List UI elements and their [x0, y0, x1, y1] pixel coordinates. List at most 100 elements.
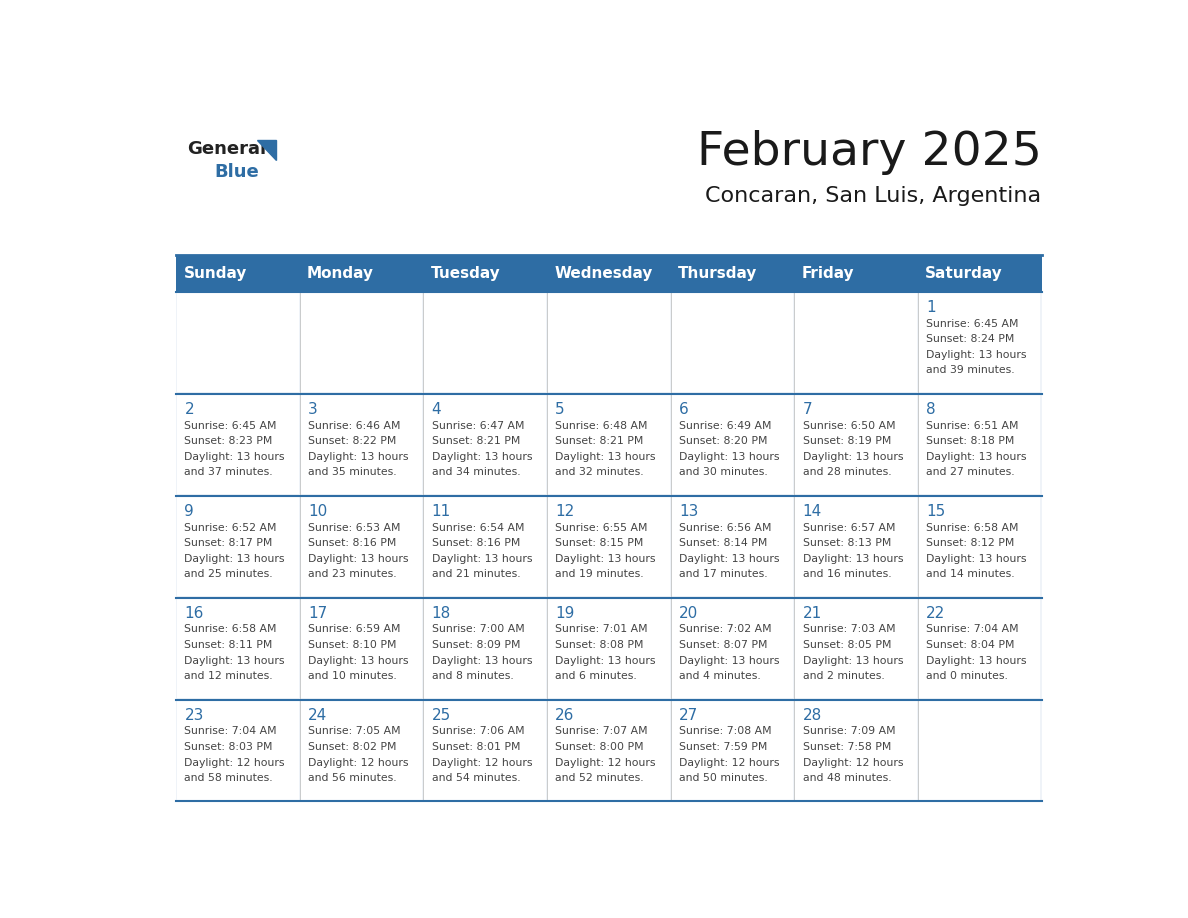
Text: Sunrise: 6:48 AM: Sunrise: 6:48 AM [555, 420, 647, 431]
Text: Sunset: 8:10 PM: Sunset: 8:10 PM [308, 640, 397, 650]
Text: Sunrise: 6:52 AM: Sunrise: 6:52 AM [184, 522, 277, 532]
Text: Sunrise: 7:09 AM: Sunrise: 7:09 AM [803, 726, 896, 736]
Text: Daylight: 12 hours: Daylight: 12 hours [555, 757, 656, 767]
Text: 16: 16 [184, 606, 204, 621]
Text: and 30 minutes.: and 30 minutes. [680, 467, 767, 477]
Text: Sunrise: 6:53 AM: Sunrise: 6:53 AM [308, 522, 400, 532]
Text: Sunrise: 6:45 AM: Sunrise: 6:45 AM [927, 319, 1019, 329]
Bar [177, 599, 298, 698]
Text: Sunset: 8:05 PM: Sunset: 8:05 PM [803, 640, 891, 650]
Text: Daylight: 13 hours: Daylight: 13 hours [927, 655, 1026, 666]
Text: 3: 3 [308, 402, 318, 418]
Text: 5: 5 [555, 402, 565, 418]
Text: Sunrise: 7:02 AM: Sunrise: 7:02 AM [680, 624, 771, 634]
Bar [548, 599, 670, 698]
Bar [301, 701, 422, 800]
Text: 4: 4 [431, 402, 441, 418]
Text: Sunset: 8:02 PM: Sunset: 8:02 PM [308, 742, 397, 752]
Bar [548, 293, 670, 392]
Text: Sunrise: 7:03 AM: Sunrise: 7:03 AM [803, 624, 896, 634]
Text: Sunrise: 6:57 AM: Sunrise: 6:57 AM [803, 522, 895, 532]
Text: 1: 1 [927, 300, 936, 315]
Text: Daylight: 12 hours: Daylight: 12 hours [431, 757, 532, 767]
Bar [671, 293, 794, 392]
Bar [177, 497, 298, 596]
Text: Wednesday: Wednesday [555, 266, 652, 281]
Text: Daylight: 13 hours: Daylight: 13 hours [184, 655, 285, 666]
Text: Daylight: 13 hours: Daylight: 13 hours [803, 554, 903, 564]
Text: Sunrise: 7:01 AM: Sunrise: 7:01 AM [555, 624, 647, 634]
Bar [796, 497, 917, 596]
Bar [176, 292, 1042, 394]
Text: Sunrise: 6:58 AM: Sunrise: 6:58 AM [184, 624, 277, 634]
Text: Daylight: 13 hours: Daylight: 13 hours [680, 452, 779, 462]
Text: Sunset: 8:17 PM: Sunset: 8:17 PM [184, 538, 273, 548]
Text: Daylight: 13 hours: Daylight: 13 hours [431, 554, 532, 564]
Text: Sunrise: 6:56 AM: Sunrise: 6:56 AM [680, 522, 771, 532]
Text: and 56 minutes.: and 56 minutes. [308, 773, 397, 783]
Text: and 25 minutes.: and 25 minutes. [184, 569, 273, 579]
Text: 13: 13 [680, 504, 699, 520]
Bar [920, 599, 1041, 698]
Text: Sunset: 8:21 PM: Sunset: 8:21 PM [555, 436, 644, 446]
Text: 27: 27 [680, 708, 699, 723]
Text: Sunset: 8:00 PM: Sunset: 8:00 PM [555, 742, 644, 752]
Text: Daylight: 13 hours: Daylight: 13 hours [803, 452, 903, 462]
Text: 28: 28 [803, 708, 822, 723]
Text: Sunrise: 6:49 AM: Sunrise: 6:49 AM [680, 420, 771, 431]
Text: Tuesday: Tuesday [431, 266, 500, 281]
Bar [548, 395, 670, 494]
Text: Sunrise: 6:50 AM: Sunrise: 6:50 AM [803, 420, 896, 431]
Bar [301, 395, 422, 494]
Text: 12: 12 [555, 504, 575, 520]
Bar [548, 497, 670, 596]
Text: 22: 22 [927, 606, 946, 621]
Bar [301, 599, 422, 698]
Bar [176, 598, 1042, 700]
Text: Sunrise: 6:47 AM: Sunrise: 6:47 AM [431, 420, 524, 431]
Text: Sunset: 8:18 PM: Sunset: 8:18 PM [927, 436, 1015, 446]
Text: Sunset: 7:58 PM: Sunset: 7:58 PM [803, 742, 891, 752]
Text: Sunset: 8:11 PM: Sunset: 8:11 PM [184, 640, 273, 650]
Text: and 2 minutes.: and 2 minutes. [803, 671, 884, 681]
Text: Sunset: 8:03 PM: Sunset: 8:03 PM [184, 742, 273, 752]
Text: 9: 9 [184, 504, 194, 520]
Text: Sunset: 8:20 PM: Sunset: 8:20 PM [680, 436, 767, 446]
Text: and 16 minutes.: and 16 minutes. [803, 569, 891, 579]
Text: and 12 minutes.: and 12 minutes. [184, 671, 273, 681]
Bar [301, 497, 422, 596]
Text: and 37 minutes.: and 37 minutes. [184, 467, 273, 477]
Bar [671, 395, 794, 494]
Text: 24: 24 [308, 708, 328, 723]
Text: Daylight: 13 hours: Daylight: 13 hours [308, 655, 409, 666]
Text: Friday: Friday [802, 266, 854, 281]
Text: Daylight: 13 hours: Daylight: 13 hours [555, 655, 656, 666]
Bar [424, 701, 546, 800]
Text: Daylight: 13 hours: Daylight: 13 hours [555, 554, 656, 564]
Text: Blue: Blue [215, 163, 259, 182]
Text: Daylight: 13 hours: Daylight: 13 hours [680, 554, 779, 564]
Text: Sunset: 8:09 PM: Sunset: 8:09 PM [431, 640, 520, 650]
Text: 6: 6 [680, 402, 689, 418]
Text: Daylight: 12 hours: Daylight: 12 hours [803, 757, 903, 767]
Text: Sunrise: 6:59 AM: Sunrise: 6:59 AM [308, 624, 400, 634]
Bar [176, 496, 1042, 598]
Text: and 19 minutes.: and 19 minutes. [555, 569, 644, 579]
Text: Monday: Monday [308, 266, 374, 281]
Text: Daylight: 13 hours: Daylight: 13 hours [431, 655, 532, 666]
Text: Thursday: Thursday [678, 266, 758, 281]
Text: Daylight: 13 hours: Daylight: 13 hours [927, 452, 1026, 462]
Text: Daylight: 12 hours: Daylight: 12 hours [680, 757, 779, 767]
Text: and 21 minutes.: and 21 minutes. [431, 569, 520, 579]
Text: and 0 minutes.: and 0 minutes. [927, 671, 1009, 681]
Text: and 52 minutes.: and 52 minutes. [555, 773, 644, 783]
Text: 7: 7 [803, 402, 813, 418]
Text: Daylight: 13 hours: Daylight: 13 hours [680, 655, 779, 666]
Text: and 39 minutes.: and 39 minutes. [927, 365, 1015, 375]
Bar [671, 701, 794, 800]
Bar [920, 293, 1041, 392]
Text: 23: 23 [184, 708, 204, 723]
Text: Sunrise: 7:06 AM: Sunrise: 7:06 AM [431, 726, 524, 736]
Bar [177, 293, 298, 392]
Text: Sunrise: 6:55 AM: Sunrise: 6:55 AM [555, 522, 647, 532]
